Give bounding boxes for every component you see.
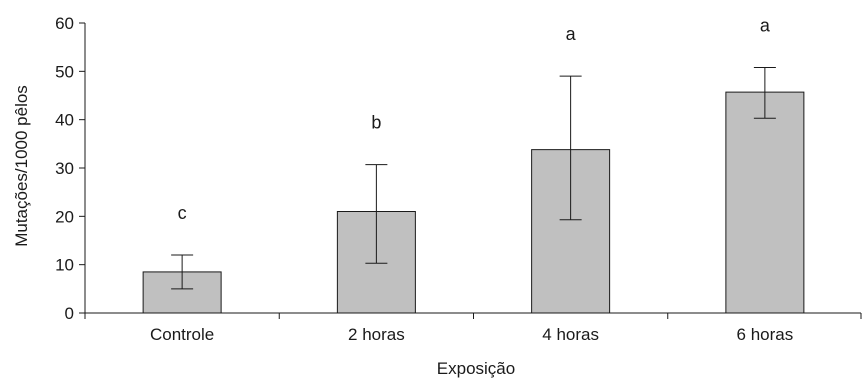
significance-label-3: a — [566, 24, 577, 44]
y-tick-label: 20 — [55, 207, 74, 226]
x-tick-label: Controle — [150, 325, 214, 344]
x-axis-title: Exposição — [437, 359, 515, 378]
y-tick-label: 60 — [55, 14, 74, 33]
significance-label-4: a — [760, 15, 771, 35]
y-tick-label: 10 — [55, 256, 74, 275]
y-tick-label: 0 — [65, 304, 74, 323]
y-tick-label: 30 — [55, 159, 74, 178]
y-tick-label: 40 — [55, 111, 74, 130]
x-tick-label: 4 horas — [542, 325, 599, 344]
significance-label-2: b — [371, 113, 381, 133]
y-tick-label: 50 — [55, 62, 74, 81]
significance-label-1: c — [178, 203, 187, 223]
x-tick-label: 2 horas — [348, 325, 405, 344]
plot-area: 0 10 20 30 40 50 60 c Controle b 2 horas a 4 horas a 6… — [55, 14, 862, 344]
x-tick-label: 6 horas — [737, 325, 794, 344]
y-axis-title: Mutações/1000 pêlos — [12, 85, 31, 247]
bar-4 — [725, 91, 805, 314]
